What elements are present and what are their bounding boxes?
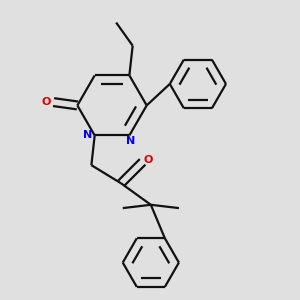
Text: N: N [83,130,92,140]
Text: O: O [42,97,51,107]
Text: O: O [144,155,153,165]
Text: N: N [126,136,136,146]
